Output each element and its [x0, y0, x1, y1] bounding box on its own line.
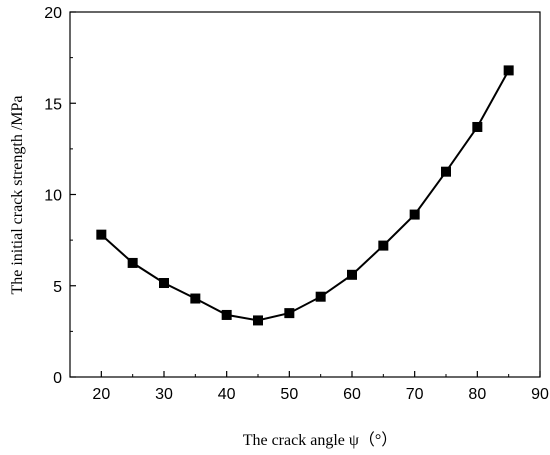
x-tick-label: 90 — [531, 386, 549, 403]
x-axis-ticks: 20 30 40 50 60 70 80 90 — [92, 371, 549, 403]
x-tick-label: 60 — [343, 386, 361, 403]
x-tick-label: 20 — [92, 386, 110, 403]
data-point-marker — [159, 278, 169, 289]
x-axis-label: The crack angle ψ（°） — [243, 431, 398, 449]
x-tick-label: 30 — [155, 386, 173, 403]
data-point-marker — [315, 291, 326, 302]
y-axis-label: The initial crack strength /MPa — [9, 95, 26, 294]
x-tick-label: 80 — [468, 386, 486, 403]
y-tick-label: 10 — [44, 188, 62, 205]
x-tick-label: 70 — [406, 386, 424, 403]
x-tick-label: 50 — [280, 386, 298, 403]
data-point-marker — [284, 308, 295, 319]
data-point-marker — [127, 257, 138, 268]
y-tick-label: 20 — [44, 5, 62, 22]
plot-area-frame — [69, 11, 541, 378]
y-tick-label: 15 — [44, 96, 62, 113]
data-point-marker — [378, 240, 389, 251]
x-tick-label: 40 — [218, 386, 236, 403]
data-point-marker — [253, 315, 263, 326]
data-point-marker — [347, 269, 357, 280]
data-point-marker — [221, 309, 232, 320]
series-markers — [96, 65, 514, 326]
y-tick-label: 0 — [53, 370, 62, 387]
data-point-marker — [503, 65, 514, 76]
data-point-marker — [472, 121, 483, 132]
data-point-marker — [441, 166, 451, 177]
y-axis-ticks: 0 5 10 15 20 — [44, 5, 76, 387]
data-point-marker — [409, 209, 420, 220]
y-tick-label: 5 — [53, 279, 62, 296]
data-point-marker — [96, 229, 107, 240]
data-point-marker — [190, 293, 201, 304]
series-line — [100, 69, 510, 322]
